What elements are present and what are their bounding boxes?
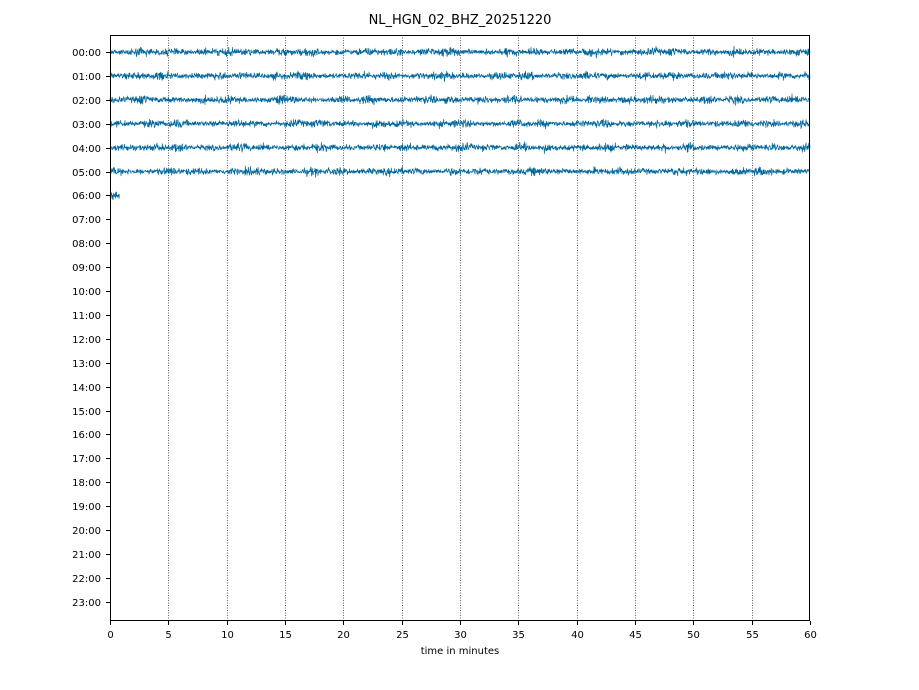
x-tick-label-35: 35 <box>512 630 525 641</box>
y-tick-label-0700: 07:00 <box>72 215 101 226</box>
y-tick-label-0300: 03:00 <box>72 120 101 131</box>
y-tick-label-1400: 14:00 <box>72 383 101 394</box>
x-tick-label-5: 5 <box>165 630 171 641</box>
y-tick-label-0600: 06:00 <box>72 191 101 202</box>
trace-0300 <box>109 118 811 130</box>
y-tick-label-0400: 04:00 <box>72 144 101 155</box>
y-tick-label-2000: 20:00 <box>72 526 101 537</box>
seismic-traces <box>109 45 811 201</box>
chart-title: NL_HGN_02_BHZ_20251220 <box>369 13 552 28</box>
x-tick-label-30: 30 <box>454 630 467 641</box>
x-tick-label-10: 10 <box>221 630 234 641</box>
x-tick-label-25: 25 <box>396 630 409 641</box>
y-tick-label-1500: 15:00 <box>72 407 101 418</box>
y-tick-label-1800: 18:00 <box>72 478 101 489</box>
y-tick-label-1900: 19:00 <box>72 502 101 513</box>
y-tick-label-0000: 00:00 <box>72 48 101 59</box>
x-axis-ticks: 0 5 10 15 20 25 30 35 40 45 50 55 60 <box>107 621 817 641</box>
trace-0600 <box>109 191 120 201</box>
y-tick-label-2100: 21:00 <box>72 550 101 561</box>
trace-0200 <box>109 93 811 106</box>
x-axis-label: time in minutes <box>421 646 500 657</box>
y-tick-label-0500: 05:00 <box>72 168 101 179</box>
x-tick-label-50: 50 <box>687 630 700 641</box>
plot-frame <box>110 35 810 621</box>
y-tick-label-2200: 22:00 <box>72 574 101 585</box>
x-tick-label-40: 40 <box>571 630 584 641</box>
x-tick-label-60: 60 <box>804 630 817 641</box>
y-tick-label-1200: 12:00 <box>72 335 101 346</box>
x-tick-label-15: 15 <box>279 630 292 641</box>
y-tick-label-1000: 10:00 <box>72 287 101 298</box>
trace-0000 <box>109 45 811 59</box>
y-tick-label-1100: 11:00 <box>72 311 101 322</box>
vertical-gridlines <box>168 35 753 621</box>
x-tick-label-45: 45 <box>629 630 642 641</box>
y-tick-label-1700: 17:00 <box>72 454 101 465</box>
y-tick-label-1300: 13:00 <box>72 359 101 370</box>
y-tick-label-0100: 01:00 <box>72 72 101 83</box>
y-axis-ticks: 00:00 01:00 02:00 03:00 04:00 05:00 06:00 07:00… <box>72 48 110 609</box>
trace-0500 <box>109 166 811 178</box>
x-tick-label-20: 20 <box>337 630 350 641</box>
trace-0400 <box>109 141 811 154</box>
y-tick-label-1600: 16:00 <box>72 430 101 441</box>
x-tick-label-0: 0 <box>107 630 113 641</box>
y-tick-label-0900: 09:00 <box>72 263 101 274</box>
trace-0100 <box>109 70 811 82</box>
y-tick-label-0200: 02:00 <box>72 96 101 107</box>
y-tick-label-0800: 08:00 <box>72 239 101 250</box>
x-tick-label-55: 55 <box>746 630 759 641</box>
y-tick-label-2300: 23:00 <box>72 598 101 609</box>
